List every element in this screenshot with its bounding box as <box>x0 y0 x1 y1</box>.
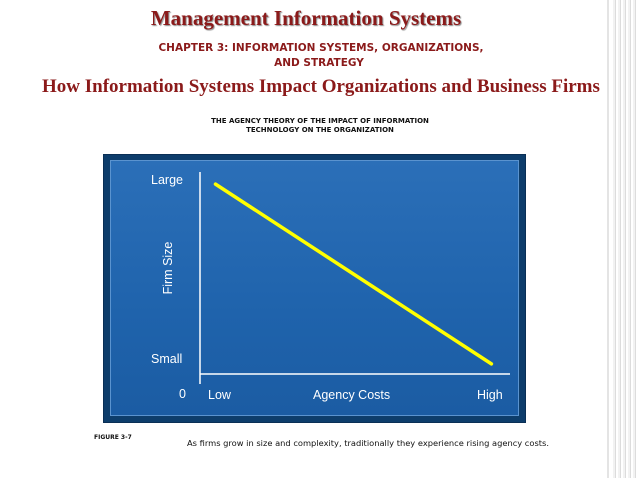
y-tick-label-small: Small <box>151 352 183 366</box>
figure-number: FIGURE 3-7 <box>94 434 132 441</box>
y-axis-title: Firm Size <box>161 241 175 295</box>
series-line-0 <box>213 182 494 366</box>
origin-label: 0 <box>179 387 186 401</box>
y-tick-label-large: Large <box>151 173 183 187</box>
series-layer <box>213 182 494 366</box>
slide-title: Management Information Systems <box>150 6 462 30</box>
edge-stripe <box>607 0 609 478</box>
chapter-line-2: AND STRATEGY <box>274 57 364 69</box>
figure-caption: As firms grow in size and complexity, tr… <box>187 438 549 448</box>
edge-pattern <box>613 0 638 478</box>
chapter-line-1: CHAPTER 3: INFORMATION SYSTEMS, ORGANIZA… <box>158 42 484 54</box>
x-axis-title: Agency Costs <box>313 388 391 402</box>
figure-title-line-1: THE AGENCY THEORY OF THE IMPACT OF INFOR… <box>211 117 429 125</box>
figure-title-line-2: TECHNOLOGY ON THE ORGANIZATION <box>246 126 394 134</box>
x-tick-label-high: High <box>477 388 503 402</box>
section-subtitle: How Information Systems Impact Organizat… <box>42 76 600 97</box>
x-tick-label-low: Low <box>208 388 231 402</box>
